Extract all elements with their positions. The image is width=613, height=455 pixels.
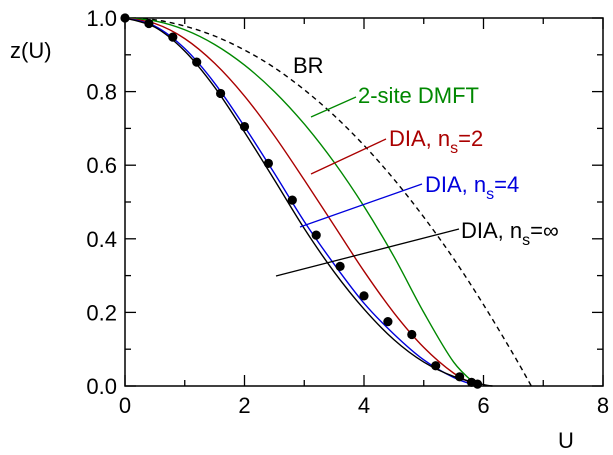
label-dia-ns2: DIA, ns=2 — [389, 126, 483, 157]
x-axis-label: U — [558, 428, 574, 453]
data-point — [472, 379, 483, 389]
x-tick-label: 2 — [238, 393, 250, 418]
y-tick-label: 0.6 — [86, 153, 117, 178]
y-tick-label: 0.0 — [86, 374, 117, 399]
data-point — [407, 329, 417, 340]
data-point — [239, 121, 250, 132]
series-line-2 — [124, 17, 479, 387]
y-tick-label: 0.4 — [86, 227, 117, 252]
data-point — [455, 372, 465, 382]
data-point — [263, 158, 273, 168]
leader-dia-ns2 — [310, 138, 387, 175]
data-point — [287, 195, 297, 205]
x-tick-label: 6 — [477, 393, 489, 418]
label-2-site-dmft: 2-site DMFT — [358, 83, 479, 108]
series-line-3 — [124, 17, 478, 387]
series-line-1 — [124, 17, 532, 387]
data-point — [168, 32, 178, 42]
label-dia-nsinf: DIA, ns=∞ — [461, 218, 559, 249]
y-tick-label: 1.0 — [86, 6, 117, 31]
y-tick-label: 0.2 — [86, 300, 117, 325]
data-point — [383, 317, 393, 327]
data-point — [359, 291, 369, 301]
label-dia-ns4: DIA, ns=4 — [425, 172, 519, 203]
data-point — [311, 230, 321, 240]
data-point — [431, 361, 441, 371]
axes: 0 2 4 6 8 0.0 0.2 0.4 0.6 0.8 1.0 Uz(U) — [10, 6, 609, 453]
label-br: BR — [293, 53, 324, 78]
y-axis-label: z(U) — [10, 38, 52, 63]
data-point — [335, 261, 345, 271]
data-point — [120, 13, 130, 23]
leader-dia-nsinf — [275, 228, 460, 277]
x-tick-label: 8 — [597, 393, 609, 418]
series-line-5 — [124, 17, 493, 387]
data-markers — [120, 13, 483, 389]
y-tick-label: 0.8 — [86, 80, 117, 105]
series-line-4 — [124, 17, 478, 387]
annotations: BR 2-site DMFT DIA, ns=2 DIA, ns=4 DIA, … — [275, 53, 559, 277]
curves — [124, 17, 532, 387]
data-point — [144, 18, 154, 29]
data-point — [216, 88, 226, 99]
x-tick-label: 0 — [119, 393, 131, 418]
data-point — [192, 57, 202, 67]
leader-dia-ns4 — [299, 183, 423, 228]
x-tick-label: 4 — [358, 393, 370, 418]
plot-frame — [124, 17, 604, 387]
leader-2-site-dmft — [310, 96, 357, 118]
